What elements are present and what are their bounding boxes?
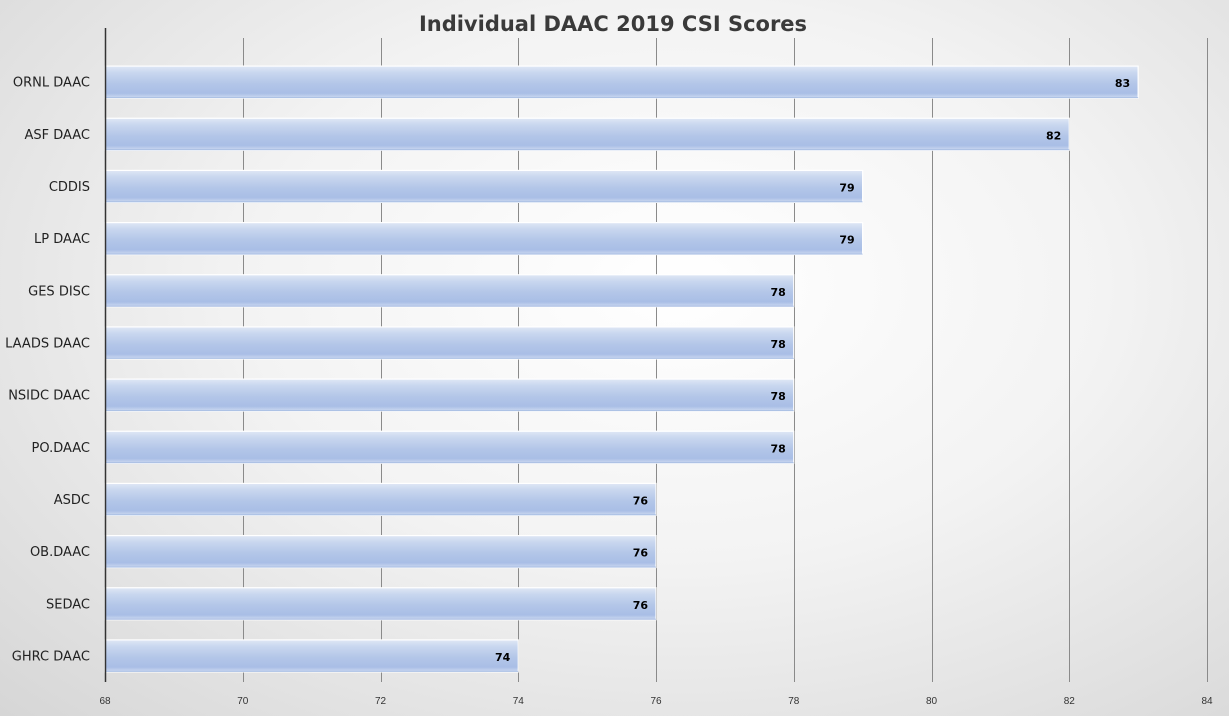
- x-tick-label: 74: [513, 696, 525, 707]
- data-label: 79: [839, 234, 854, 247]
- chart-title: Individual DAAC 2019 CSI Scores: [419, 12, 807, 36]
- category-label: LAADS DAAC: [5, 336, 90, 351]
- bar: [104, 430, 795, 464]
- x-tick-label: 72: [375, 696, 387, 707]
- x-tick-label: 68: [99, 696, 111, 707]
- x-tick-label: 76: [650, 696, 662, 707]
- data-label: 78: [770, 390, 785, 403]
- bar: [104, 274, 795, 308]
- x-tick-label: 70: [237, 696, 249, 707]
- x-tick-label: 78: [788, 696, 800, 707]
- data-label: 82: [1046, 129, 1061, 142]
- bar: [104, 482, 657, 517]
- bar: [104, 534, 657, 569]
- category-label: PO.DAAC: [32, 441, 90, 456]
- tick-labels: 68 70 72 74 76 78 80 82 84: [99, 696, 1213, 707]
- bars: [104, 65, 1139, 673]
- category-label: SEDAC: [46, 597, 90, 612]
- category-label: ASF DAAC: [24, 128, 90, 143]
- x-tick-label: 84: [1201, 696, 1213, 707]
- data-label: 79: [839, 181, 854, 194]
- data-label: 78: [770, 442, 785, 455]
- data-label: 78: [770, 286, 785, 299]
- category-labels: ORNL DAAC ASF DAAC CDDIS LP DAAC GES DISC LAA…: [5, 76, 90, 665]
- data-label: 76: [633, 494, 649, 507]
- data-label: 78: [770, 338, 785, 351]
- data-label: 74: [495, 651, 511, 664]
- bar: [104, 326, 795, 360]
- x-tick-label: 80: [926, 696, 938, 707]
- bar: [104, 169, 864, 204]
- category-label: GES DISC: [28, 284, 90, 299]
- category-label: ORNL DAAC: [13, 76, 90, 91]
- bar: [104, 587, 657, 621]
- data-label: 76: [633, 599, 649, 612]
- bar: [104, 117, 1070, 151]
- bar: [104, 221, 864, 256]
- bar: [104, 378, 795, 412]
- x-tick-label: 82: [1064, 696, 1076, 707]
- category-label: NSIDC DAAC: [8, 389, 90, 404]
- bar: [104, 639, 519, 673]
- data-label: 76: [633, 547, 649, 560]
- category-label: ASDC: [54, 493, 90, 508]
- bar: [104, 65, 1139, 99]
- category-label: CDDIS: [49, 180, 90, 195]
- category-label: OB.DAAC: [30, 545, 90, 560]
- data-labels: 83 82 79 79 78 78 78 78 76 76 76 74: [495, 77, 1130, 664]
- category-label: LP DAAC: [34, 232, 90, 247]
- category-label: GHRC DAAC: [12, 649, 90, 664]
- data-label: 83: [1115, 77, 1130, 90]
